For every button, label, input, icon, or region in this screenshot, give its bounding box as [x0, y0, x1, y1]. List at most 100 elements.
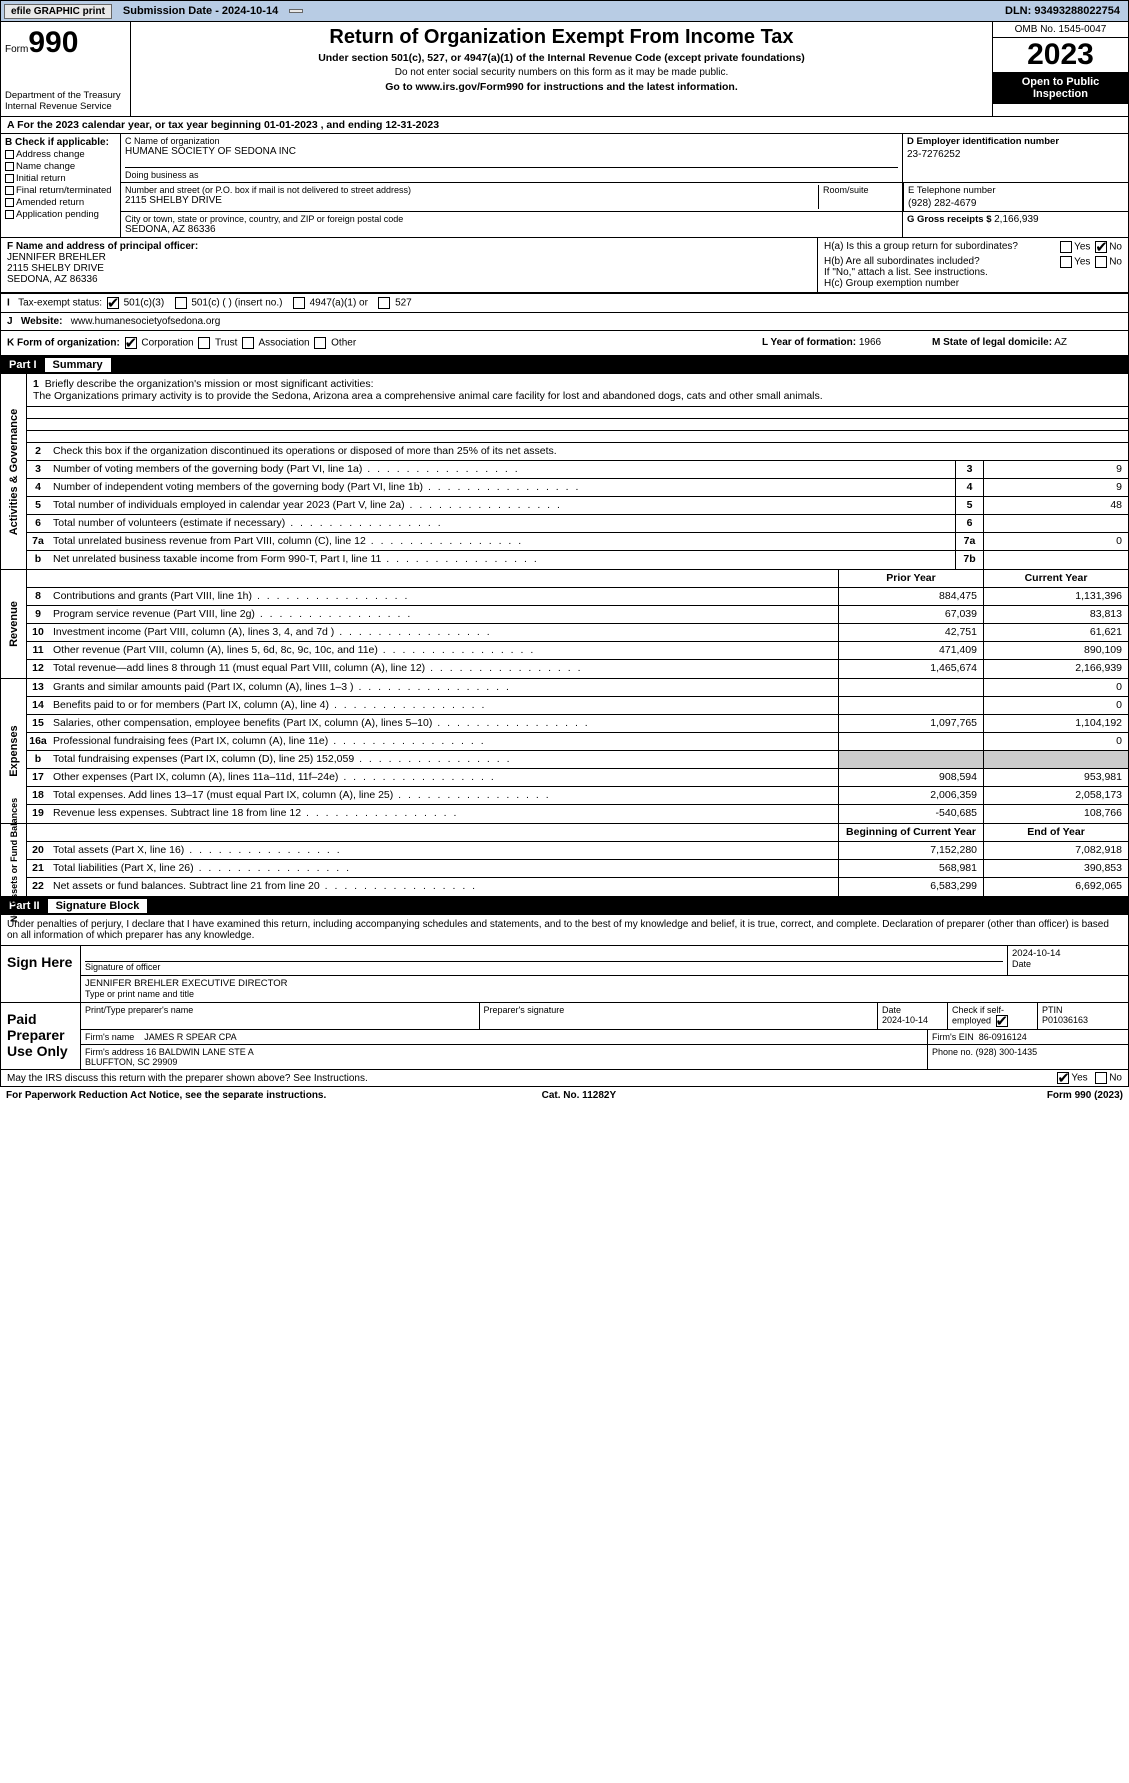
firm-addr-lbl: Firm's address	[85, 1047, 144, 1057]
box-c-name: C Name of organization HUMANE SOCIETY OF…	[121, 134, 903, 182]
phone-label: E Telephone number	[908, 185, 1124, 196]
sig-date-label: Date	[1012, 959, 1031, 969]
hb-no[interactable]	[1095, 256, 1107, 268]
line-num: 13	[27, 679, 49, 696]
section-revenue: Revenue Prior Year Current Year 8Contrib…	[0, 570, 1129, 679]
chk-final-label: Final return/terminated	[16, 185, 112, 196]
hb-label: H(b) Are all subordinates included?	[824, 256, 980, 267]
current-val: 61,621	[983, 624, 1128, 641]
line-num: 10	[27, 624, 49, 641]
line-12: 12Total revenue—add lines 8 through 11 (…	[27, 660, 1128, 678]
net-header-row: Beginning of Current Year End of Year	[27, 824, 1128, 842]
firm-ein-lbl: Firm's EIN	[932, 1032, 974, 1042]
rev-header-row: Prior Year Current Year	[27, 570, 1128, 588]
website-value: www.humanesocietyofsedona.org	[71, 316, 221, 327]
box-b-label: B Check if applicable:	[5, 137, 116, 148]
line-num: 22	[27, 878, 49, 896]
no-label-3: No	[1109, 1073, 1122, 1084]
current-val: 2,166,939	[983, 660, 1128, 678]
line-7a: 7aTotal unrelated business revenue from …	[27, 533, 1128, 551]
part-2-title: Signature Block	[48, 899, 148, 913]
yes-label: Yes	[1074, 242, 1090, 253]
line-17: 17Other expenses (Part IX, column (A), l…	[27, 769, 1128, 787]
section-governance: Activities & Governance 1 Briefly descri…	[0, 374, 1129, 570]
line-desc: Other expenses (Part IX, column (A), lin…	[49, 769, 838, 786]
box-e: E Telephone number (928) 282-4679	[903, 183, 1128, 211]
block-bcdeg: B Check if applicable: Address change Na…	[0, 134, 1129, 237]
ha-yes[interactable]	[1060, 241, 1072, 253]
discuss-no[interactable]	[1095, 1072, 1107, 1084]
row-klm: K Form of organization: Corporation Trus…	[0, 331, 1129, 356]
chk-initial-label: Initial return	[16, 173, 66, 184]
line-18: 18Total expenses. Add lines 13–17 (must …	[27, 787, 1128, 805]
box-d: D Employer identification number 23-7276…	[903, 134, 1128, 182]
officer-addr2: SEDONA, AZ 86336	[7, 274, 811, 285]
line-desc: Total number of individuals employed in …	[49, 497, 955, 514]
chk-pending[interactable]: Application pending	[5, 209, 116, 220]
efile-button[interactable]: efile GRAPHIC print	[4, 4, 112, 19]
prior-val: -540,685	[838, 805, 983, 823]
line-num: 17	[27, 769, 49, 786]
current-val: 83,813	[983, 606, 1128, 623]
line-8: 8Contributions and grants (Part VIII, li…	[27, 588, 1128, 606]
prior-val: 471,409	[838, 642, 983, 659]
form-subtitle-2: Do not enter social security numbers on …	[135, 67, 988, 78]
prior-val: 67,039	[838, 606, 983, 623]
firm-name-val: JAMES R SPEAR CPA	[144, 1032, 236, 1042]
prior-val: 7,152,280	[838, 842, 983, 859]
chk-527[interactable]	[378, 297, 390, 309]
blank-line-2	[27, 419, 1128, 431]
header-right: OMB No. 1545-0047 2023 Open to Public In…	[993, 22, 1128, 116]
chk-501c3[interactable]	[107, 297, 119, 309]
chk-assoc[interactable]	[242, 337, 254, 349]
chk-4947[interactable]	[293, 297, 305, 309]
chk-trust[interactable]	[198, 337, 210, 349]
line-desc: Total number of volunteers (estimate if …	[49, 515, 955, 532]
ha-no[interactable]	[1095, 241, 1107, 253]
hb-yes[interactable]	[1060, 256, 1072, 268]
box-c-street: Number and street (or P.O. box if mail i…	[121, 183, 903, 211]
chk-corp[interactable]	[125, 337, 137, 349]
dba-label: Doing business as	[125, 167, 898, 180]
chk-other[interactable]	[314, 337, 326, 349]
current-val	[983, 751, 1128, 768]
officer-name: JENNIFER BREHLER	[7, 252, 811, 263]
prior-val: 568,981	[838, 860, 983, 877]
line-1: 1 Briefly describe the organization's mi…	[27, 374, 1128, 407]
line-desc: Salaries, other compensation, employee b…	[49, 715, 838, 732]
current-val: 0	[983, 697, 1128, 714]
line-b: bTotal fundraising expenses (Part IX, co…	[27, 751, 1128, 769]
chk-address[interactable]: Address change	[5, 149, 116, 160]
irs-discuss-q: May the IRS discuss this return with the…	[7, 1073, 368, 1084]
officer-name-title: JENNIFER BREHLER EXECUTIVE DIRECTOR	[85, 978, 1124, 989]
org-name-value: HUMANE SOCIETY OF SEDONA INC	[125, 146, 898, 157]
state-value: AZ	[1054, 337, 1067, 348]
self-emp: Check if self-employed	[948, 1003, 1038, 1029]
header-center: Return of Organization Exempt From Incom…	[131, 22, 993, 116]
prior-val	[838, 751, 983, 768]
tax-year: 2023	[993, 38, 1128, 72]
discuss-yes[interactable]	[1057, 1072, 1069, 1084]
box-c-city: City or town, state or province, country…	[121, 212, 903, 237]
chk-amended[interactable]: Amended return	[5, 197, 116, 208]
chk-initial[interactable]: Initial return	[5, 173, 116, 184]
box-h: H(a) Is this a group return for subordin…	[818, 238, 1128, 292]
chk-self-emp[interactable]	[996, 1015, 1008, 1027]
line-desc: Number of independent voting members of …	[49, 479, 955, 496]
sig-date: 2024-10-14	[1012, 948, 1124, 959]
line-22: 22Net assets or fund balances. Subtract …	[27, 878, 1128, 896]
line-6: 6Total number of volunteers (estimate if…	[27, 515, 1128, 533]
gross-label: G Gross receipts $	[907, 214, 991, 225]
chk-name[interactable]: Name change	[5, 161, 116, 172]
prep-name-hdr: Print/Type preparer's name	[81, 1003, 480, 1029]
year-form-label: L Year of formation:	[762, 337, 856, 348]
ha-label: H(a) Is this a group return for subordin…	[824, 241, 1018, 252]
sig-officer-label: Signature of officer	[85, 962, 160, 972]
top-bar: efile GRAPHIC print Submission Date - 20…	[0, 0, 1129, 22]
chk-501c[interactable]	[175, 297, 187, 309]
line-16a: 16aProfessional fundraising fees (Part I…	[27, 733, 1128, 751]
chk-final[interactable]: Final return/terminated	[5, 185, 116, 196]
line-val: 9	[983, 461, 1128, 478]
vtab-rev: Revenue	[1, 570, 27, 678]
line-num: 18	[27, 787, 49, 804]
